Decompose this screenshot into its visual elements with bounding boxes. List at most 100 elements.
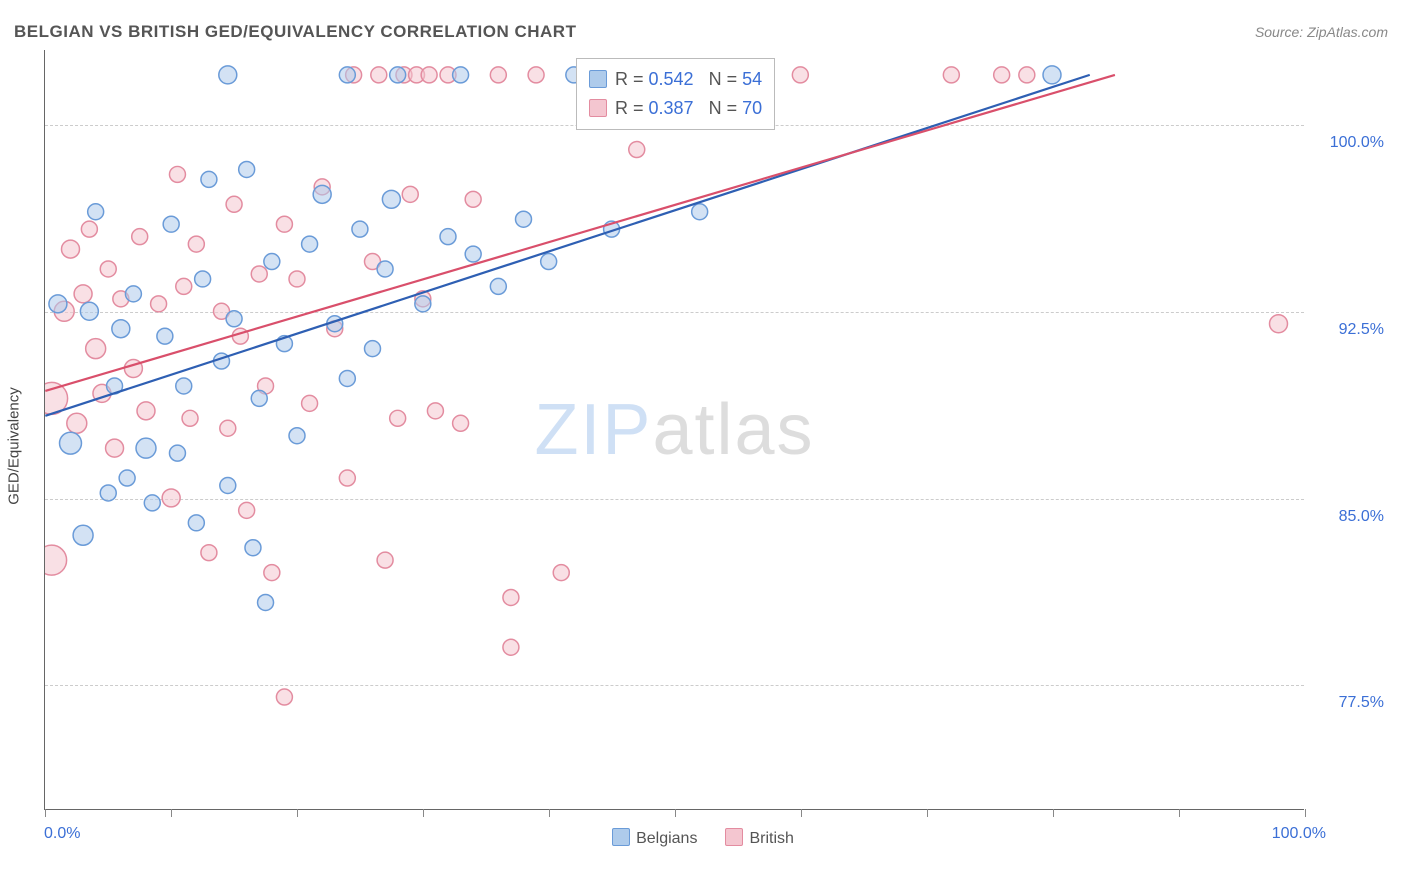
x-tick xyxy=(1305,809,1306,817)
data-point xyxy=(415,296,431,312)
data-point xyxy=(377,261,393,277)
data-point xyxy=(176,278,192,294)
data-point xyxy=(629,142,645,158)
x-tick xyxy=(297,809,298,817)
data-point xyxy=(62,240,80,258)
legend-bottom: Belgians British xyxy=(0,828,1406,848)
chart-svg xyxy=(45,50,1304,809)
data-point xyxy=(86,339,106,359)
source-attribution: Source: ZipAtlas.com xyxy=(1255,24,1388,40)
y-axis-label: GED/Equivalency xyxy=(6,387,23,505)
data-point xyxy=(80,302,98,320)
series-swatch xyxy=(589,99,607,117)
y-tick-label: 100.0% xyxy=(1330,134,1384,152)
data-point xyxy=(365,341,381,357)
data-point xyxy=(73,525,93,545)
data-point xyxy=(201,171,217,187)
x-tick xyxy=(423,809,424,817)
x-tick xyxy=(801,809,802,817)
data-point xyxy=(1043,66,1061,84)
data-point xyxy=(67,413,87,433)
data-point xyxy=(219,66,237,84)
data-point xyxy=(553,565,569,581)
data-point xyxy=(264,565,280,581)
data-point xyxy=(943,67,959,83)
x-tick xyxy=(171,809,172,817)
data-point xyxy=(276,216,292,232)
x-tick xyxy=(1053,809,1054,817)
data-point xyxy=(1019,67,1035,83)
chart-container: BELGIAN VS BRITISH GED/EQUIVALENCY CORRE… xyxy=(0,0,1406,892)
data-point xyxy=(465,246,481,262)
x-tick xyxy=(549,809,550,817)
legend-label: Belgians xyxy=(636,830,697,847)
data-point xyxy=(453,415,469,431)
data-point xyxy=(490,278,506,294)
n-value: 54 xyxy=(742,69,762,89)
data-point xyxy=(465,191,481,207)
data-point xyxy=(503,639,519,655)
data-point xyxy=(302,395,318,411)
data-point xyxy=(201,545,217,561)
chart-title: BELGIAN VS BRITISH GED/EQUIVALENCY CORRE… xyxy=(14,22,576,42)
data-point xyxy=(81,221,97,237)
data-point xyxy=(339,370,355,386)
data-point xyxy=(220,478,236,494)
data-point xyxy=(136,438,156,458)
data-point xyxy=(162,489,180,507)
stats-row: R = 0.387 N = 70 xyxy=(589,94,762,123)
data-point xyxy=(440,229,456,245)
data-point xyxy=(692,204,708,220)
data-point xyxy=(151,296,167,312)
correlation-stats-box: R = 0.542 N = 54R = 0.387 N = 70 xyxy=(576,58,775,130)
data-point xyxy=(289,428,305,444)
data-point xyxy=(157,328,173,344)
data-point xyxy=(88,204,104,220)
data-point xyxy=(541,254,557,270)
legend-label: British xyxy=(749,830,793,847)
data-point xyxy=(258,594,274,610)
series-swatch xyxy=(589,70,607,88)
data-point xyxy=(421,67,437,83)
data-point xyxy=(182,410,198,426)
data-point xyxy=(239,161,255,177)
data-point xyxy=(289,271,305,287)
data-point xyxy=(226,196,242,212)
data-point xyxy=(402,186,418,202)
data-point xyxy=(60,432,82,454)
data-point xyxy=(245,540,261,556)
data-point xyxy=(169,445,185,461)
data-point xyxy=(339,67,355,83)
data-point xyxy=(390,410,406,426)
data-point xyxy=(132,229,148,245)
n-value: 70 xyxy=(742,98,762,118)
data-point xyxy=(1270,315,1288,333)
x-tick xyxy=(45,809,46,817)
data-point xyxy=(516,211,532,227)
legend-swatch xyxy=(612,828,630,846)
data-point xyxy=(302,236,318,252)
data-point xyxy=(125,286,141,302)
data-point xyxy=(195,271,211,287)
data-point xyxy=(352,221,368,237)
data-point xyxy=(163,216,179,232)
r-value: 0.542 xyxy=(649,69,694,89)
data-point xyxy=(188,236,204,252)
legend-swatch xyxy=(725,828,743,846)
data-point xyxy=(169,166,185,182)
data-point xyxy=(220,420,236,436)
data-point xyxy=(453,67,469,83)
data-point xyxy=(377,552,393,568)
data-point xyxy=(226,311,242,327)
data-point xyxy=(100,261,116,277)
data-point xyxy=(49,295,67,313)
data-point xyxy=(313,185,331,203)
data-point xyxy=(112,320,130,338)
data-point xyxy=(490,67,506,83)
data-point xyxy=(74,285,92,303)
data-point xyxy=(528,67,544,83)
stats-row: R = 0.542 N = 54 xyxy=(589,65,762,94)
data-point xyxy=(106,439,124,457)
data-point xyxy=(119,470,135,486)
data-point xyxy=(994,67,1010,83)
